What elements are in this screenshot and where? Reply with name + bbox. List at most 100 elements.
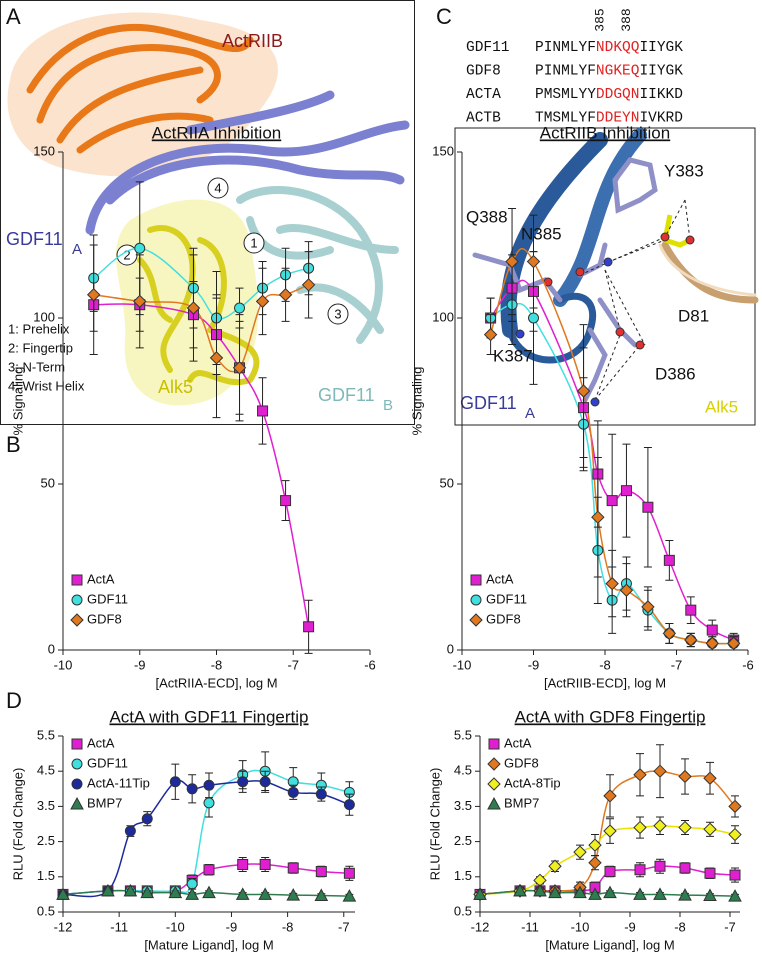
marker <box>280 495 292 507</box>
marker <box>678 769 692 784</box>
y-tick-label: 50 <box>440 475 454 490</box>
marker <box>548 885 562 899</box>
chart-title: ActA with GDF8 Fingertip <box>515 707 706 726</box>
marker <box>685 604 697 616</box>
sequence-motif: NDKQQ <box>596 40 640 56</box>
legend-label: GDF8 <box>504 755 539 770</box>
site-key: 4: Wrist Helix <box>8 378 85 393</box>
residue-label: N385 <box>521 224 562 243</box>
site-label: 3 <box>334 306 341 321</box>
sequence-post: IIYGK <box>639 40 683 56</box>
x-tick-label: -7 <box>287 657 299 672</box>
panel-c-art: Y383 N385 Q388 D81 K387 D386 GDF11 A Alk… <box>454 127 759 426</box>
y-tick-label: 0 <box>447 641 454 656</box>
legend-label: ActA-8Tip <box>504 775 561 790</box>
marker <box>728 827 742 842</box>
y-tick-label: 100 <box>33 309 55 324</box>
gdf11a-label: GDF11 <box>460 393 517 413</box>
sequence-post: IIYGK <box>639 63 683 79</box>
panel-c-frame <box>454 127 756 426</box>
legend-label: ActA-11Tip <box>87 775 150 790</box>
marker <box>604 866 616 878</box>
legend-marker <box>71 574 83 586</box>
marker <box>278 288 293 302</box>
y-tick-label: 5.5 <box>454 727 472 742</box>
marker <box>679 862 691 874</box>
sequence: PINMLYFNDKQQIIYGK <box>535 40 683 56</box>
marker <box>473 887 487 900</box>
panel-label: C <box>436 4 452 29</box>
marker <box>203 797 215 809</box>
panel-label: A <box>6 4 21 29</box>
marker <box>237 776 249 788</box>
marker <box>633 820 647 835</box>
x-tick-label: -10 <box>166 919 185 934</box>
marker <box>573 885 587 899</box>
x-tick-label: -8 <box>282 919 294 934</box>
legend-marker <box>70 613 84 627</box>
legend-marker <box>71 778 83 790</box>
marker <box>235 887 250 900</box>
marker <box>185 887 199 900</box>
legend-label: GDF11 <box>486 591 527 606</box>
marker <box>576 384 591 398</box>
legend-label: GDF11 <box>87 591 128 606</box>
legend-label: BMP7 <box>87 795 122 810</box>
x-tick-label: -7 <box>671 657 683 672</box>
marker <box>259 776 271 788</box>
marker <box>203 779 215 791</box>
sequence-name: GDF11 <box>466 40 510 56</box>
y-tick-label: 0 <box>48 641 55 656</box>
marker <box>662 626 677 641</box>
y-tick-label: 1.5 <box>37 868 55 883</box>
site-key: 1: Prehelix <box>8 321 70 336</box>
x-tick-label: -9 <box>624 919 636 934</box>
legend-marker <box>487 757 501 771</box>
marker <box>186 878 198 890</box>
y-tick-label: 2.5 <box>454 833 472 848</box>
site-label: 4 <box>214 180 221 195</box>
h-bonds <box>579 199 691 401</box>
legend-label: GDF8 <box>87 611 122 626</box>
marker <box>343 799 355 811</box>
marker <box>654 860 666 872</box>
site-key: 2: Fingertip <box>8 340 73 355</box>
marker <box>124 825 136 837</box>
x-tick-label: -6 <box>364 657 376 672</box>
marker <box>257 405 269 417</box>
gdf11b-label: GDF11 <box>318 385 375 405</box>
x-tick-label: -10 <box>453 657 472 672</box>
marker <box>505 254 519 269</box>
d81-sidechain <box>662 214 692 248</box>
marker <box>603 789 617 803</box>
sequence-motif: NGKEQ <box>596 63 640 79</box>
sequence: TMSMLYFDDEYNIVKRD <box>535 110 683 126</box>
marker <box>287 786 299 798</box>
y-tick-label: 2.5 <box>37 833 55 848</box>
sequence: PINMLYFNGKEQIIYGK <box>535 63 683 79</box>
marker <box>653 764 667 778</box>
chart-title: ActRIIA Inhibition <box>152 123 281 142</box>
actriib-label: ActRIIB <box>222 31 283 51</box>
marker <box>134 242 146 254</box>
marker <box>315 788 327 800</box>
y-axis-label: % Signaling <box>10 367 25 436</box>
alk5-label: Alk5 <box>705 397 738 416</box>
marker <box>729 869 741 881</box>
sequence-pre: TMSMLYF <box>535 110 596 126</box>
y-tick-label: 4.5 <box>37 763 55 778</box>
x-tick-label: -7 <box>724 919 736 934</box>
y-axis-label: RLU (Fold Change) <box>427 768 442 881</box>
gdf11a-ribbon <box>85 90 410 235</box>
gdf11b-ribbon <box>236 186 399 344</box>
marker <box>653 887 667 900</box>
x-tick-label: -10 <box>571 919 590 934</box>
x-tick-label: -6 <box>742 657 754 672</box>
legend-label: ActA <box>486 571 514 586</box>
gdf11a-label: GDF11 <box>6 229 63 249</box>
marker <box>133 294 147 309</box>
gdf11b-subscript: B <box>383 397 393 414</box>
marker <box>101 883 115 897</box>
marker <box>605 576 619 591</box>
